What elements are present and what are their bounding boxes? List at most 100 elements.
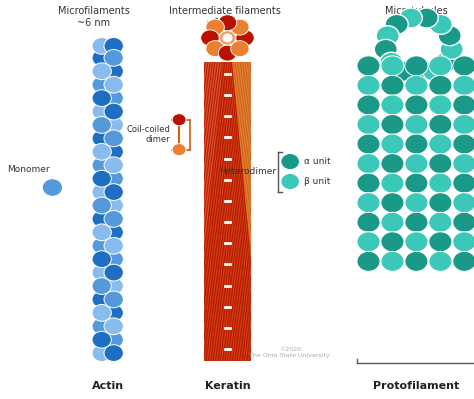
Circle shape	[429, 232, 452, 252]
Circle shape	[357, 173, 380, 193]
Circle shape	[104, 49, 123, 66]
Circle shape	[104, 130, 123, 147]
Circle shape	[405, 212, 428, 232]
Circle shape	[357, 251, 380, 271]
Circle shape	[92, 157, 111, 174]
Circle shape	[104, 76, 123, 93]
Circle shape	[381, 173, 404, 193]
Circle shape	[429, 115, 452, 134]
Circle shape	[453, 95, 474, 115]
Circle shape	[405, 193, 428, 213]
Circle shape	[104, 251, 123, 268]
Circle shape	[92, 103, 111, 120]
Circle shape	[405, 232, 428, 252]
Circle shape	[231, 41, 249, 57]
Circle shape	[429, 56, 452, 76]
Circle shape	[104, 331, 123, 348]
Circle shape	[236, 30, 254, 46]
Circle shape	[435, 52, 457, 72]
Circle shape	[453, 232, 474, 252]
Circle shape	[453, 134, 474, 154]
Text: ©2020
The Ohio State University: ©2020 The Ohio State University	[249, 347, 330, 358]
Circle shape	[407, 65, 430, 85]
Circle shape	[206, 41, 224, 57]
Circle shape	[440, 40, 463, 59]
Circle shape	[376, 26, 399, 45]
Circle shape	[104, 117, 123, 133]
Circle shape	[429, 154, 452, 174]
Circle shape	[405, 154, 428, 174]
Circle shape	[357, 95, 380, 115]
Circle shape	[381, 232, 404, 252]
Circle shape	[357, 56, 380, 76]
Circle shape	[405, 75, 428, 95]
Circle shape	[92, 117, 111, 133]
Circle shape	[92, 170, 111, 187]
Text: β unit: β unit	[303, 177, 330, 186]
Circle shape	[423, 61, 446, 81]
Circle shape	[104, 264, 123, 281]
Circle shape	[104, 38, 123, 54]
Circle shape	[453, 154, 474, 174]
Circle shape	[357, 75, 380, 95]
Circle shape	[104, 278, 123, 294]
Circle shape	[429, 251, 452, 271]
Circle shape	[453, 75, 474, 95]
Circle shape	[381, 95, 404, 115]
Circle shape	[172, 144, 186, 156]
Circle shape	[92, 304, 111, 321]
Circle shape	[415, 8, 438, 28]
Text: α unit: α unit	[303, 157, 330, 166]
Circle shape	[405, 56, 428, 76]
Circle shape	[92, 224, 111, 241]
Circle shape	[429, 14, 452, 34]
Circle shape	[104, 345, 123, 361]
Circle shape	[405, 95, 428, 115]
Circle shape	[92, 197, 111, 214]
Circle shape	[429, 173, 452, 193]
Text: Monomer: Monomer	[8, 165, 50, 174]
Circle shape	[405, 173, 428, 193]
Circle shape	[453, 173, 474, 193]
Circle shape	[453, 212, 474, 232]
Circle shape	[92, 331, 111, 348]
Circle shape	[392, 61, 415, 81]
Circle shape	[104, 184, 123, 200]
Circle shape	[385, 14, 408, 34]
Circle shape	[92, 211, 111, 227]
Circle shape	[453, 251, 474, 271]
Circle shape	[92, 38, 111, 54]
Circle shape	[104, 90, 123, 107]
Circle shape	[223, 34, 232, 42]
Circle shape	[104, 318, 123, 335]
Circle shape	[438, 26, 461, 45]
Circle shape	[218, 45, 237, 61]
Circle shape	[92, 345, 111, 361]
Text: Microtubules
~25 nm: Microtubules ~25 nm	[385, 6, 448, 28]
Circle shape	[92, 278, 111, 294]
Circle shape	[104, 103, 123, 120]
Circle shape	[381, 134, 404, 154]
Circle shape	[218, 15, 237, 31]
Circle shape	[429, 193, 452, 213]
Circle shape	[453, 193, 474, 213]
Circle shape	[92, 184, 111, 200]
Circle shape	[357, 232, 380, 252]
Circle shape	[281, 174, 300, 190]
Circle shape	[381, 251, 404, 271]
Text: Coil-coiled
dimer: Coil-coiled dimer	[126, 125, 170, 144]
Circle shape	[381, 115, 404, 134]
Circle shape	[104, 63, 123, 80]
Circle shape	[357, 115, 380, 134]
Circle shape	[453, 56, 474, 76]
Circle shape	[405, 134, 428, 154]
Circle shape	[381, 193, 404, 213]
Circle shape	[92, 291, 111, 308]
Text: Intermediate filaments
~10 nm: Intermediate filaments ~10 nm	[169, 6, 281, 28]
Circle shape	[357, 212, 380, 232]
Circle shape	[92, 130, 111, 147]
Circle shape	[172, 114, 186, 126]
Circle shape	[399, 8, 422, 28]
Circle shape	[92, 318, 111, 335]
Circle shape	[92, 90, 111, 107]
